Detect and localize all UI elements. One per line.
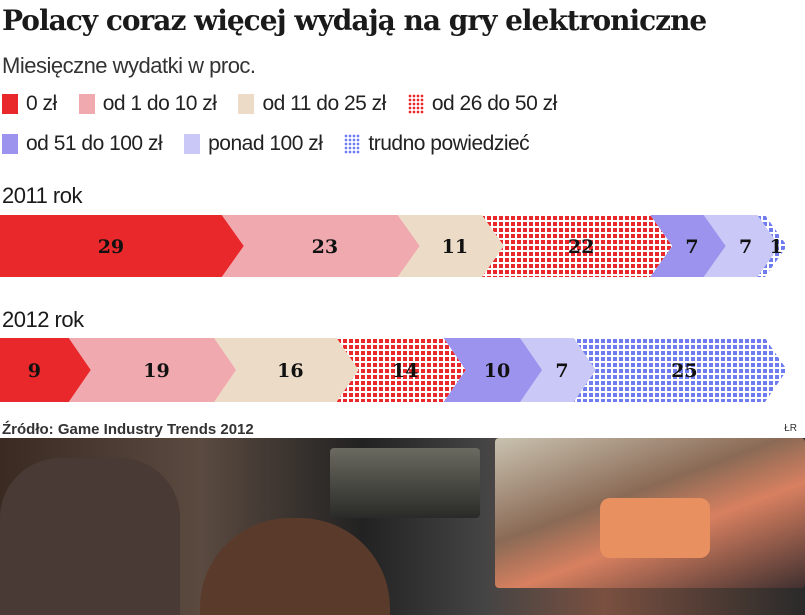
- data-label: 1: [770, 236, 783, 258]
- bar-segment: [573, 338, 787, 402]
- legend-item: od 51 do 100 zł: [2, 132, 163, 156]
- legend-item: ponad 100 zł: [184, 132, 323, 156]
- data-label: 16: [277, 360, 303, 382]
- legend-item: od 11 do 25 zł: [238, 92, 386, 116]
- legend-row-1: 0 zł od 1 do 10 zł od 11 do 25 zł od 26 do …: [2, 92, 557, 116]
- bar-2012: 9 19 16 14 10 7 25: [0, 338, 787, 402]
- legend-swatch: [2, 134, 18, 154]
- data-label: 29: [98, 236, 124, 258]
- legend-row-2: od 51 do 100 zł ponad 100 zł trudno powied…: [2, 132, 530, 156]
- bar-segment: [481, 215, 673, 277]
- legend-swatch: [78, 94, 95, 114]
- legend-label: od 26 do 50 zł: [431, 92, 557, 115]
- bar-segment: [703, 215, 780, 277]
- source-note: Źródło: Game Industry Trends 2012: [2, 421, 254, 438]
- data-label: 7: [739, 236, 752, 258]
- bar-segment: [397, 215, 504, 277]
- data-label: 19: [143, 360, 169, 382]
- bar-segment: [214, 338, 359, 402]
- data-label: 7: [555, 360, 568, 382]
- bar-segment: [0, 338, 91, 402]
- legend-label: 0 zł: [26, 92, 57, 115]
- legend-item: trudno powiedzieć: [344, 132, 530, 156]
- data-label: 7: [685, 236, 698, 258]
- bar-2011: 29 23 11 22 7 7 1: [0, 215, 787, 277]
- bar-segment: [68, 338, 237, 402]
- legend-swatch: [2, 94, 18, 114]
- bar-segment: [757, 215, 787, 277]
- legend-item: 0 zł: [2, 92, 57, 116]
- legend-label: od 1 do 10 zł: [102, 92, 217, 115]
- data-label: 22: [568, 236, 594, 258]
- legend-item: od 26 do 50 zł: [407, 92, 557, 116]
- data-label: 25: [671, 360, 697, 382]
- legend-label: od 51 do 100 zł: [26, 132, 163, 155]
- year-label-2011: 2011 rok: [2, 183, 82, 208]
- legend-label: od 11 do 25 zł: [262, 92, 386, 115]
- bar-segment: [0, 215, 244, 277]
- bar-segment: [650, 215, 726, 277]
- bar-segment: [221, 215, 420, 277]
- data-label: 23: [312, 236, 338, 258]
- year-label-2012: 2012 rok: [2, 307, 84, 332]
- data-label: 9: [28, 360, 41, 382]
- gaming-photo: [0, 438, 805, 615]
- data-label: 10: [484, 360, 510, 382]
- legend-label: trudno powiedzieć: [368, 132, 530, 155]
- bar-segment: [520, 338, 596, 402]
- chart-title: Polacy coraz więcej wydają na gry elektr…: [2, 4, 707, 37]
- legend-item: od 1 do 10 zł: [78, 92, 217, 116]
- legend-label: ponad 100 zł: [208, 132, 323, 155]
- chart-subtitle: Miesięczne wydatki w proc.: [2, 53, 256, 78]
- data-label: 14: [392, 360, 418, 382]
- legend-swatch: [344, 134, 361, 154]
- bar-segment: [336, 338, 466, 402]
- bar-segment: [443, 338, 543, 402]
- author-credit: ŁR: [784, 423, 797, 434]
- legend-swatch: [407, 94, 424, 114]
- legend-swatch: [238, 94, 255, 114]
- data-label: 11: [442, 236, 468, 258]
- legend-swatch: [184, 134, 201, 154]
